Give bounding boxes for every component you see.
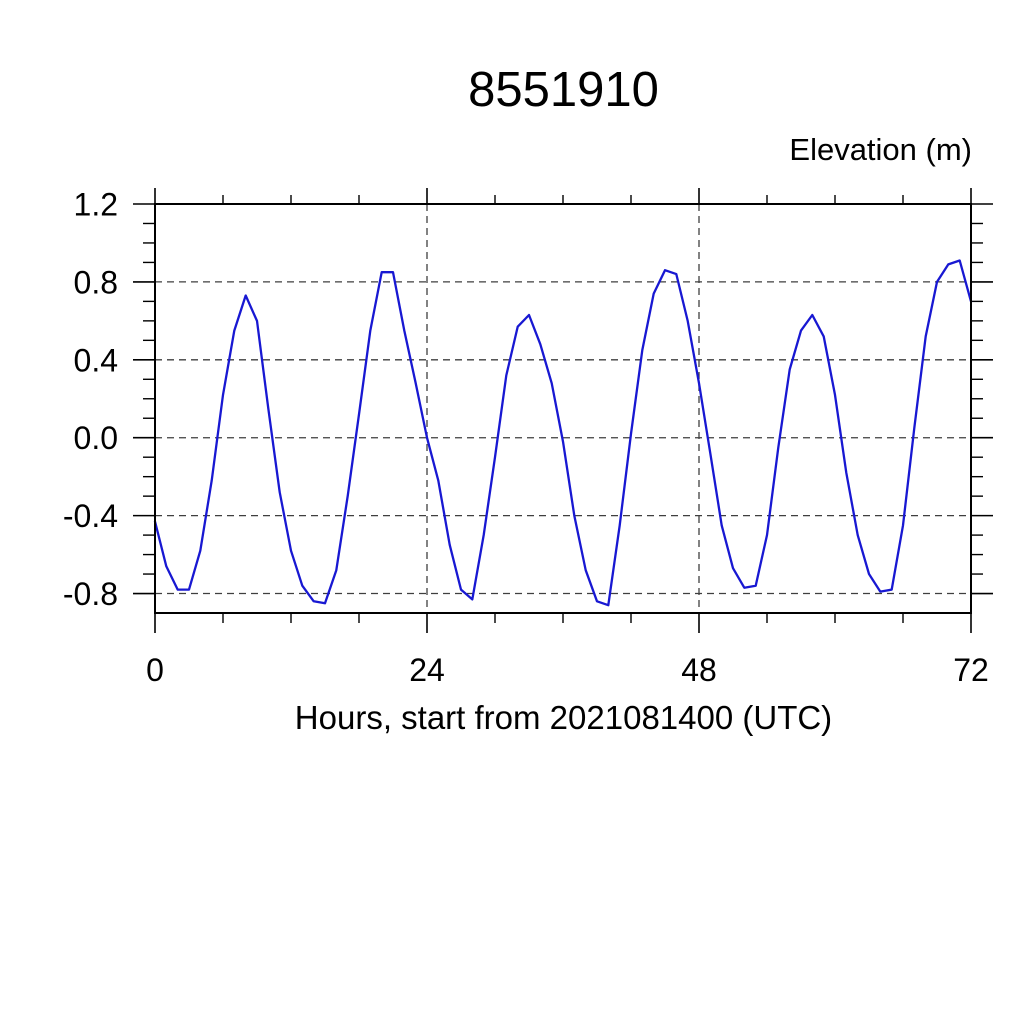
y-tick-label: 0.8: [74, 264, 118, 300]
plot-frame: [154, 203, 972, 614]
chart-title: 8551910: [468, 63, 659, 117]
x-tick-label: 24: [409, 652, 445, 688]
y-tick-label: -0.8: [63, 576, 118, 612]
y-tick-label: 1.2: [74, 187, 118, 223]
y-axis-title: Elevation (m): [789, 132, 972, 167]
x-axis-title: Hours, start from 2021081400 (UTC): [294, 699, 833, 736]
x-tick-label: 72: [953, 652, 989, 688]
y-tick-label: 0.4: [74, 342, 118, 378]
y-tick-label: -0.4: [63, 498, 118, 534]
tide-curve: [153, 259, 973, 607]
x-tick-label: 48: [681, 652, 717, 688]
x-tick-label: 0: [146, 652, 164, 688]
y-tick-label: 0.0: [74, 420, 118, 456]
